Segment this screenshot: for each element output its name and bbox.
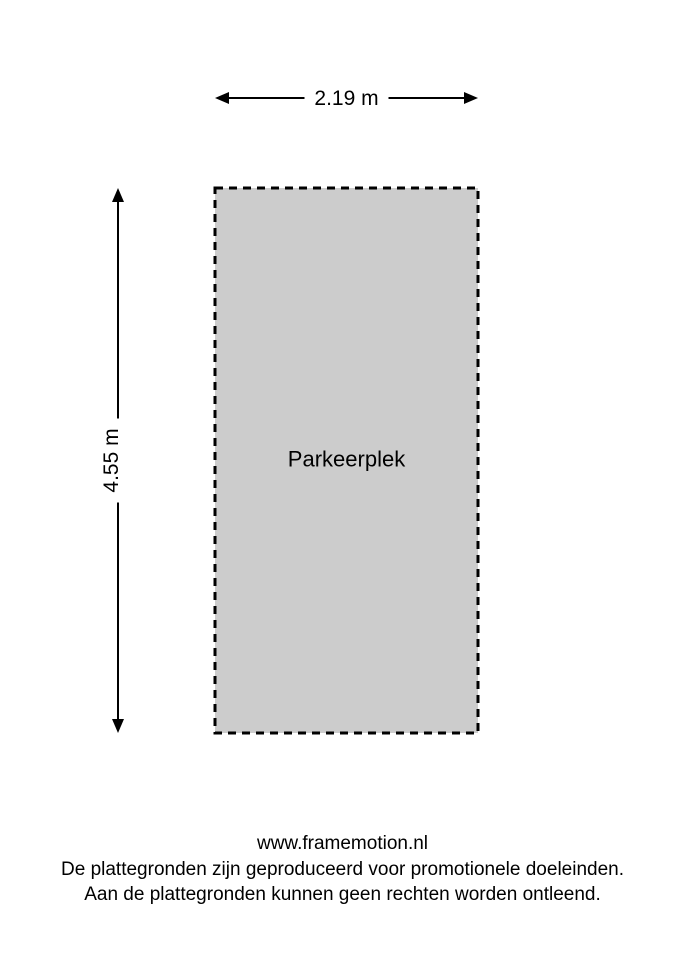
floorplan-diagram: Parkeerplek 2.19 m 4.55 m xyxy=(0,0,685,860)
footer-text: www.framemotion.nl De plattegronden zijn… xyxy=(0,831,685,908)
footer-url: www.framemotion.nl xyxy=(0,831,685,857)
arrow-left-icon xyxy=(215,92,229,104)
width-dimension-label: 2.19 m xyxy=(314,87,378,110)
height-dimension-label: 4.55 m xyxy=(100,428,123,492)
footer-line1: De plattegronden zijn geproduceerd voor … xyxy=(0,857,685,883)
arrow-right-icon xyxy=(464,92,478,104)
arrow-up-icon xyxy=(112,188,124,202)
floorplan-svg: Parkeerplek 2.19 m 4.55 m xyxy=(0,0,685,860)
footer-line2: Aan de plattegronden kunnen geen rechten… xyxy=(0,882,685,908)
room-label: Parkeerplek xyxy=(288,447,406,472)
arrow-down-icon xyxy=(112,719,124,733)
